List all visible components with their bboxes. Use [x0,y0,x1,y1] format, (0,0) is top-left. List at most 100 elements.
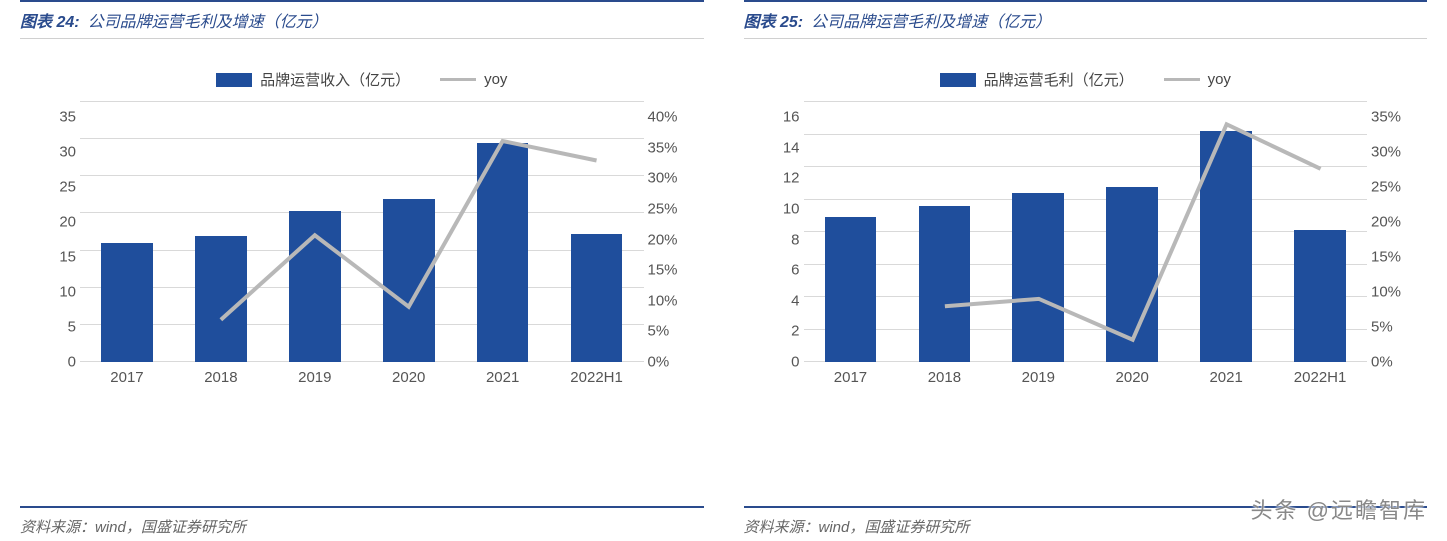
left-legend-bar: 品牌运营收入（亿元） [216,69,410,90]
right-legend-bar: 品牌运营毛利（亿元） [940,69,1134,90]
bar [477,143,529,362]
bar-slot [550,102,644,362]
y-right-tick: 25% [648,201,696,216]
left-chart-area: 品牌运营收入（亿元） yoy 05101520253035 0%5%10%15%… [20,39,704,506]
right-chart-area: 品牌运营毛利（亿元） yoy 0246810121416 0%5%10%15%2… [744,39,1428,506]
left-y-axis-right: 0%5%10%15%20%25%30%35%40% [648,102,696,362]
bar-slot [1085,102,1179,362]
right-title-row: 图表 25: 公司品牌运营毛利及增速（亿元） [744,0,1428,39]
bar [101,243,153,362]
y-left-tick: 35 [36,110,76,125]
y-left-tick: 8 [760,232,800,247]
right-legend-line-label: yoy [1208,71,1231,88]
left-title-row: 图表 24: 公司品牌运营毛利及增速（亿元） [20,0,704,39]
bar [1012,193,1064,362]
x-tick: 2021 [456,369,550,386]
bar [383,199,435,362]
y-left-tick: 14 [760,140,800,155]
left-legend-bar-label: 品牌运营收入（亿元） [260,69,410,90]
left-bars [80,102,644,362]
left-plot: 05101520253035 0%5%10%15%20%25%30%35%40%… [80,102,644,382]
bar [1106,187,1158,363]
right-y-axis-right: 0%5%10%15%20%25%30%35% [1371,102,1419,362]
x-tick: 2018 [897,369,991,386]
bar-slot [362,102,456,362]
bar-slot [268,102,362,362]
y-right-tick: 15% [1371,250,1419,265]
y-left-tick: 30 [36,145,76,160]
bar-slot [804,102,898,362]
bar [1200,131,1252,362]
y-right-tick: 40% [648,110,696,125]
watermark: 头条 @远瞻智库 [1251,493,1427,525]
bar-slot [456,102,550,362]
y-left-tick: 10 [760,201,800,216]
y-right-tick: 25% [1371,180,1419,195]
y-right-tick: 20% [648,232,696,247]
bar-slot [174,102,268,362]
y-left-tick: 20 [36,215,76,230]
bar-slot [80,102,174,362]
right-panel: 图表 25: 公司品牌运营毛利及增速（亿元） 品牌运营毛利（亿元） yoy 02… [724,0,1447,541]
bar [825,217,877,362]
left-legend-line: yoy [440,69,507,90]
y-right-tick: 0% [648,355,696,370]
bar-slot [1179,102,1273,362]
right-legend: 品牌运营毛利（亿元） yoy [754,69,1418,90]
watermark-text: 头条 @远瞻智库 [1251,493,1427,525]
y-right-tick: 20% [1371,215,1419,230]
x-tick: 2020 [362,369,456,386]
left-y-axis-left: 05101520253035 [36,102,76,362]
x-tick: 2021 [1179,369,1273,386]
y-left-tick: 16 [760,110,800,125]
y-right-tick: 5% [648,324,696,339]
x-tick: 2022H1 [550,369,644,386]
x-tick: 2017 [80,369,174,386]
bar-swatch-icon [940,73,976,87]
bar-slot [897,102,991,362]
y-right-tick: 35% [1371,110,1419,125]
left-fig-label: 图表 24: [20,8,80,32]
right-legend-line: yoy [1164,69,1231,90]
right-fig-title: 公司品牌运营毛利及增速（亿元） [811,8,1051,32]
x-tick: 2020 [1085,369,1179,386]
y-right-tick: 10% [648,293,696,308]
left-source: 资料来源：wind，国盛证券研究所 [20,506,704,541]
y-left-tick: 15 [36,250,76,265]
right-fig-label: 图表 25: [744,8,804,32]
y-left-tick: 25 [36,180,76,195]
y-right-tick: 0% [1371,355,1419,370]
bar [571,234,623,363]
right-legend-bar-label: 品牌运营毛利（亿元） [984,69,1134,90]
y-right-tick: 30% [648,171,696,186]
x-tick: 2017 [804,369,898,386]
bar-slot [1273,102,1367,362]
y-left-tick: 10 [36,285,76,300]
right-bars [804,102,1368,362]
y-right-tick: 35% [648,140,696,155]
bar [289,211,341,362]
right-x-axis: 201720182019202020212022H1 [804,369,1368,386]
x-tick: 2018 [174,369,268,386]
y-right-tick: 30% [1371,145,1419,160]
left-legend-line-label: yoy [484,71,507,88]
right-y-axis-left: 0246810121416 [760,102,800,362]
y-left-tick: 0 [760,355,800,370]
y-left-tick: 6 [760,263,800,278]
y-right-tick: 5% [1371,320,1419,335]
y-left-tick: 2 [760,324,800,339]
y-left-tick: 0 [36,355,76,370]
bar-swatch-icon [216,73,252,87]
bar [1294,230,1346,362]
left-legend: 品牌运营收入（亿元） yoy [30,69,694,90]
line-swatch-icon [440,78,476,81]
y-right-tick: 10% [1371,285,1419,300]
bar-slot [991,102,1085,362]
y-left-tick: 12 [760,171,800,186]
x-tick: 2022H1 [1273,369,1367,386]
line-swatch-icon [1164,78,1200,81]
y-right-tick: 15% [648,263,696,278]
x-tick: 2019 [991,369,1085,386]
left-panel: 图表 24: 公司品牌运营毛利及增速（亿元） 品牌运营收入（亿元） yoy 05… [0,0,724,541]
bar [919,206,971,362]
